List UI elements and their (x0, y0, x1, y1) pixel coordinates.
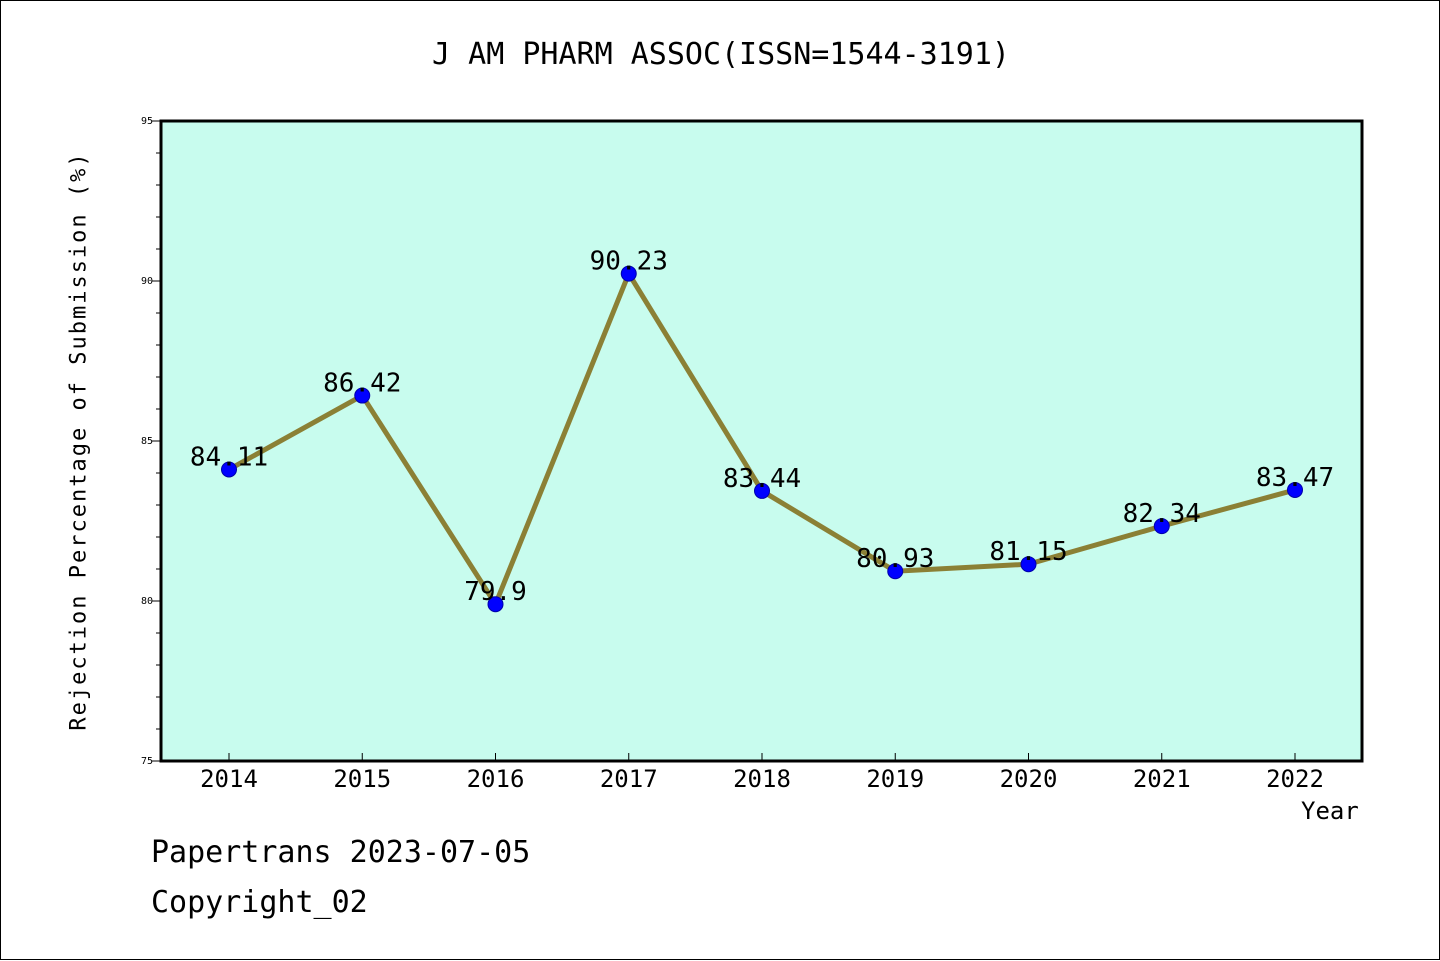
x-axis-label: Year (1301, 797, 1359, 825)
data-label: 83.47 (1256, 463, 1334, 493)
y-axis-label-container: Rejection Percentage of Submission (%) (61, 121, 97, 761)
y-tick-label: 90 (141, 276, 153, 287)
x-tick-label: 2022 (1266, 765, 1324, 793)
y-tick-label: 85 (141, 436, 153, 447)
footer-source-date: Papertrans 2023-07-05 (151, 835, 531, 870)
x-tick-label: 2018 (733, 765, 791, 793)
data-point (620, 265, 637, 282)
plot-frame (159, 119, 1364, 763)
data-label: 81.15 (989, 537, 1067, 567)
x-tick-label: 2017 (600, 765, 658, 793)
plot-area (161, 121, 1362, 761)
data-label: 90.23 (590, 247, 668, 277)
data-label: 82.34 (1123, 499, 1201, 529)
data-point (487, 596, 504, 613)
data-point (1020, 556, 1037, 573)
y-tick-label: 75 (141, 756, 153, 767)
data-point (1153, 518, 1170, 535)
data-label: 80.93 (856, 544, 934, 574)
x-tick-label: 2015 (333, 765, 391, 793)
y-tick-label: 95 (141, 116, 153, 127)
x-tick-label: 2020 (1000, 765, 1058, 793)
data-point (887, 563, 904, 580)
data-point (754, 482, 770, 499)
x-tick-label: 2019 (866, 765, 924, 793)
data-label: 84.11 (190, 442, 268, 472)
x-tick-label: 2016 (467, 765, 525, 793)
y-axis-label: Rejection Percentage of Submission (%) (66, 151, 92, 731)
data-label: 79.9 (464, 577, 527, 607)
data-point (1287, 481, 1303, 498)
data-point (221, 461, 237, 478)
data-label: 86.42 (323, 369, 401, 399)
x-tick-label: 2014 (200, 765, 258, 793)
y-tick-label: 80 (141, 596, 153, 607)
x-tick-label: 2021 (1133, 765, 1191, 793)
footer-copyright: Copyright_02 (151, 885, 368, 920)
chart-title: J AM PHARM ASSOC(ISSN=1544-3191) (432, 37, 1010, 72)
data-point (354, 387, 371, 404)
data-label: 83.44 (723, 464, 801, 494)
